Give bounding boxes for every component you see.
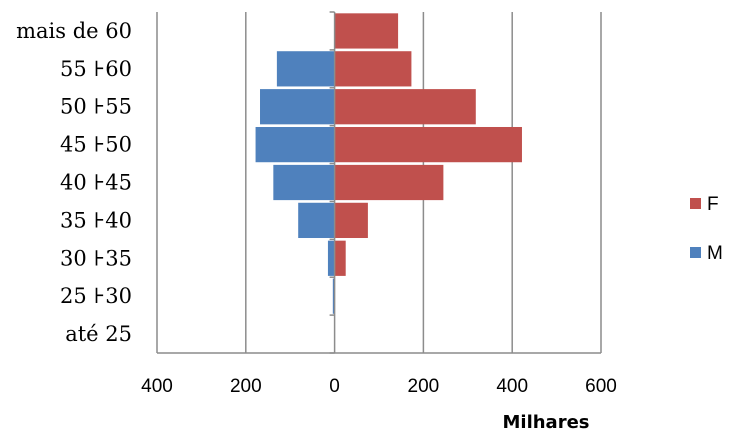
bars [255,13,522,314]
category-labels: até 25 25 ⊦30 30 ⊦35 35 ⊦40 40 ⊦45 45 ⊦50 50 ⊦… [16,19,132,346]
bar-f-3 [334,202,368,239]
category-label-2: 30 ⊦35 [60,246,132,270]
bar-f-2 [334,240,346,276]
x-tick-label-0: 400 [141,376,173,397]
bar-f-5 [334,126,522,163]
x-tick-label-1: 200 [230,376,262,397]
x-tick-label-2: 0 [329,376,340,397]
x-tick-labels: 400 200 0 200 400 600 [141,376,617,397]
category-label-0: até 25 [65,322,132,346]
category-label-8: mais de 60 [16,19,132,43]
category-label-5: 45 ⊦50 [60,133,132,157]
x-tick-label-5: 600 [585,376,617,397]
bar-m-1 [332,278,335,314]
x-tick-label-4: 400 [496,376,528,397]
bar-m-7 [276,51,335,87]
legend-label-f: F [707,194,719,215]
bar-m-4 [273,164,335,201]
legend-swatch-f [690,198,701,209]
bar-f-8 [334,13,399,49]
legend: FM [690,194,723,264]
category-label-1: 25 ⊦30 [60,284,132,308]
bar-f-7 [334,51,412,87]
bar-m-6 [260,89,335,125]
x-tick-label-3: 200 [408,376,440,397]
axes [157,11,601,354]
legend-label-m: M [707,243,723,264]
bar-m-5 [255,126,335,163]
bar-f-6 [334,89,476,125]
category-label-4: 40 ⊦45 [60,171,132,195]
x-axis-title: Milhares [502,412,589,433]
bar-m-3 [298,202,335,239]
bar-m-2 [327,240,335,276]
category-label-6: 50 ⊦55 [60,95,132,119]
legend-swatch-m [690,247,701,258]
bar-f-4 [334,164,444,201]
category-label-3: 35 ⊦40 [60,208,132,232]
category-label-7: 55 ⊦60 [60,57,132,81]
